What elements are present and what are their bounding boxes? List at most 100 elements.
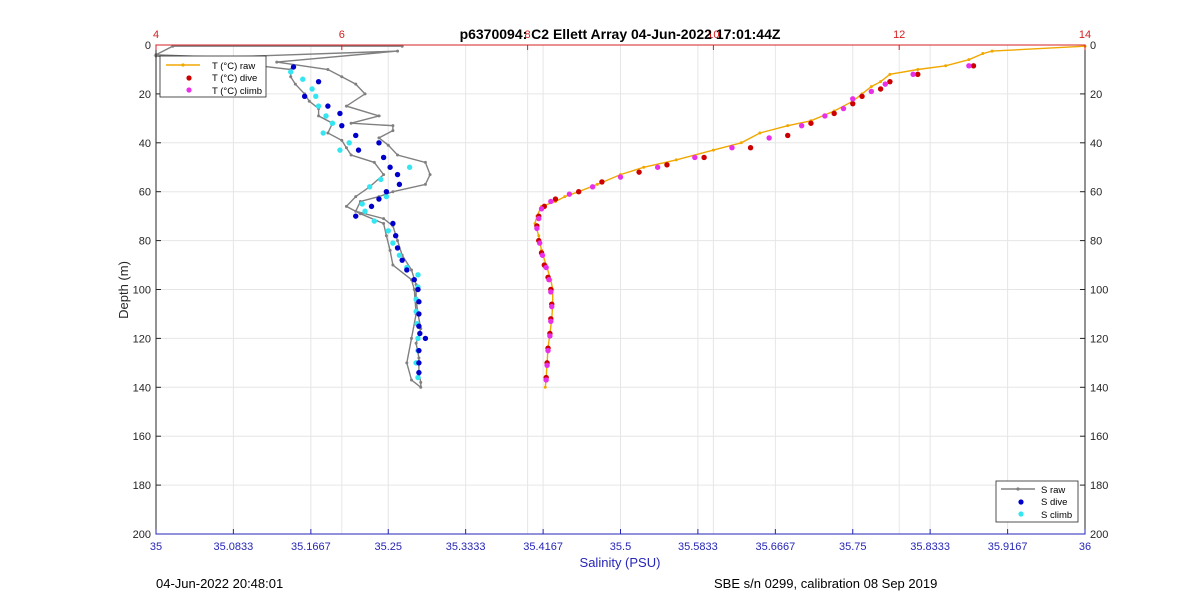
data-point-s-dive bbox=[422, 335, 429, 342]
x-tick-label-bottom: 35 bbox=[150, 541, 162, 553]
data-point-s-raw bbox=[417, 356, 421, 360]
data-point-s-raw bbox=[382, 221, 386, 225]
data-point-s-raw bbox=[409, 336, 413, 340]
data-point-s-raw bbox=[275, 60, 279, 64]
y-tick-label-right: 120 bbox=[1090, 333, 1108, 345]
data-point-s-dive bbox=[376, 196, 382, 202]
data-point-s-raw bbox=[419, 380, 423, 384]
data-point-s-dive bbox=[301, 93, 308, 100]
data-point-t-c-climb bbox=[548, 198, 554, 205]
data-point-t-c-dive bbox=[636, 169, 642, 175]
data-point-s-raw bbox=[358, 212, 362, 216]
data-point-s-climb bbox=[315, 103, 322, 109]
data-point-s-dive bbox=[353, 132, 359, 139]
x-tick-label-top: 12 bbox=[893, 29, 905, 41]
x-tick-label-bottom: 35.9167 bbox=[988, 541, 1028, 553]
x-tick-label-top: 4 bbox=[153, 29, 159, 41]
y-tick-label-right: 20 bbox=[1090, 89, 1102, 101]
legend-temperature: T (°C) raw T (°C) dive T (°C) climb bbox=[159, 55, 267, 98]
data-point-t-c-climb bbox=[545, 347, 551, 354]
y-tick-label-left: 180 bbox=[133, 480, 151, 492]
data-point-s-climb bbox=[320, 130, 326, 136]
data-point-s-dive bbox=[394, 171, 401, 178]
y-tick-label-right: 100 bbox=[1090, 285, 1108, 297]
data-point-t-c-raw bbox=[543, 385, 547, 389]
data-point-t-c-climb bbox=[966, 63, 972, 69]
data-point-t-c-climb bbox=[850, 96, 856, 102]
legend-label-t-raw: T (°C) raw bbox=[212, 61, 255, 72]
data-point-t-c-raw bbox=[869, 85, 873, 89]
data-point-t-c-dive bbox=[877, 86, 884, 92]
data-point-s-raw bbox=[307, 99, 311, 103]
y-tick-label-right: 180 bbox=[1090, 480, 1108, 492]
data-point-s-raw bbox=[377, 114, 381, 118]
data-point-s-climb bbox=[300, 76, 306, 82]
data-point-t-c-climb bbox=[539, 252, 546, 258]
data-point-t-c-climb bbox=[536, 215, 542, 222]
data-point-s-raw bbox=[386, 143, 390, 147]
series-s-dive bbox=[290, 64, 429, 376]
data-point-s-raw bbox=[391, 190, 395, 194]
data-point-s-climb bbox=[378, 176, 384, 183]
data-point-t-c-climb bbox=[549, 303, 555, 310]
data-point-s-raw bbox=[414, 341, 418, 345]
data-point-s-raw bbox=[363, 92, 367, 96]
x-tick-label-bottom: 35.0833 bbox=[214, 541, 254, 553]
data-point-s-climb bbox=[359, 201, 365, 207]
data-point-s-dive bbox=[416, 369, 422, 376]
data-point-s-dive bbox=[337, 110, 343, 117]
y-tick-label-left: 140 bbox=[133, 382, 151, 394]
data-point-s-dive bbox=[396, 181, 403, 188]
data-point-s-raw bbox=[428, 173, 432, 177]
data-point-t-c-dive bbox=[970, 63, 977, 69]
x-tick-label-bottom: 35.5833 bbox=[678, 541, 718, 553]
data-point-s-dive bbox=[416, 347, 422, 354]
data-point-s-raw bbox=[344, 104, 348, 108]
y-tick-label-left: 80 bbox=[139, 236, 151, 248]
data-point-t-c-dive bbox=[859, 93, 865, 100]
data-point-s-climb bbox=[323, 113, 329, 119]
data-point-t-c-climb bbox=[766, 135, 772, 141]
legend-item-t-raw: T (°C) raw bbox=[166, 61, 255, 72]
data-point-s-dive bbox=[353, 213, 359, 219]
data-point-s-raw bbox=[289, 75, 293, 79]
data-point-s-climb bbox=[288, 69, 294, 75]
y-tick-label-right: 160 bbox=[1090, 431, 1108, 443]
data-point-t-c-climb bbox=[566, 191, 573, 197]
legend-salinity: S raw S dive S climb bbox=[995, 480, 1079, 523]
data-point-s-raw bbox=[382, 217, 386, 221]
data-point-t-c-dive bbox=[850, 100, 856, 107]
data-point-s-climb bbox=[396, 252, 403, 258]
y-tick-label-right: 140 bbox=[1090, 382, 1108, 394]
data-point-s-climb bbox=[309, 86, 315, 92]
x-tick-label-bottom: 36 bbox=[1079, 541, 1091, 553]
data-point-s-dive bbox=[387, 164, 393, 170]
data-point-s-climb bbox=[383, 193, 390, 200]
data-point-s-dive bbox=[411, 277, 417, 283]
data-point-t-c-raw bbox=[967, 58, 971, 62]
data-point-s-dive bbox=[416, 311, 422, 317]
data-point-s-raw bbox=[317, 114, 321, 118]
data-point-s-raw bbox=[412, 288, 416, 291]
data-point-t-c-climb bbox=[534, 225, 540, 232]
data-point-t-c-climb bbox=[543, 377, 549, 383]
data-point-s-climb bbox=[362, 208, 368, 214]
y-tick-label-left: 120 bbox=[133, 333, 151, 345]
data-point-s-dive bbox=[415, 286, 421, 293]
y-axis-label: Depth (m) bbox=[116, 261, 131, 319]
data-point-s-climb bbox=[406, 164, 413, 170]
data-point-t-c-climb bbox=[840, 105, 847, 112]
data-point-t-c-climb bbox=[547, 333, 553, 339]
data-point-t-c-climb bbox=[910, 71, 916, 78]
y-tick-label-right: 60 bbox=[1090, 187, 1102, 199]
data-point-s-raw bbox=[391, 129, 395, 133]
footer-calibration: SBE s/n 0299, calibration 08 Sep 2019 bbox=[714, 576, 938, 591]
data-point-t-c-climb bbox=[617, 174, 624, 180]
series-layer bbox=[153, 44, 1087, 389]
legend-label-s-dive: S dive bbox=[1041, 497, 1067, 508]
y-tick-label-right: 200 bbox=[1090, 529, 1108, 541]
data-point-s-climb bbox=[313, 93, 319, 100]
data-point-s-raw bbox=[377, 136, 381, 140]
data-point-s-dive bbox=[290, 64, 297, 70]
